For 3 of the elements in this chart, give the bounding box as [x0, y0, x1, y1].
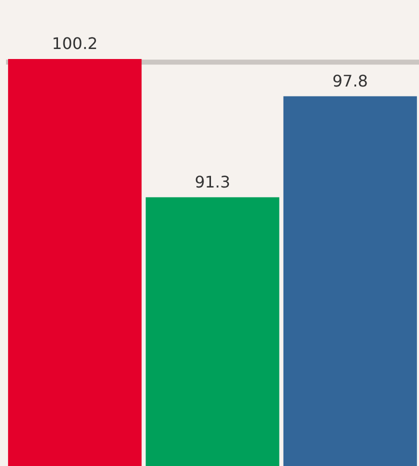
data-label: 100.2 — [52, 34, 98, 54]
data-label: 97.8 — [332, 71, 368, 90]
data-label: 91.3 — [194, 172, 230, 192]
